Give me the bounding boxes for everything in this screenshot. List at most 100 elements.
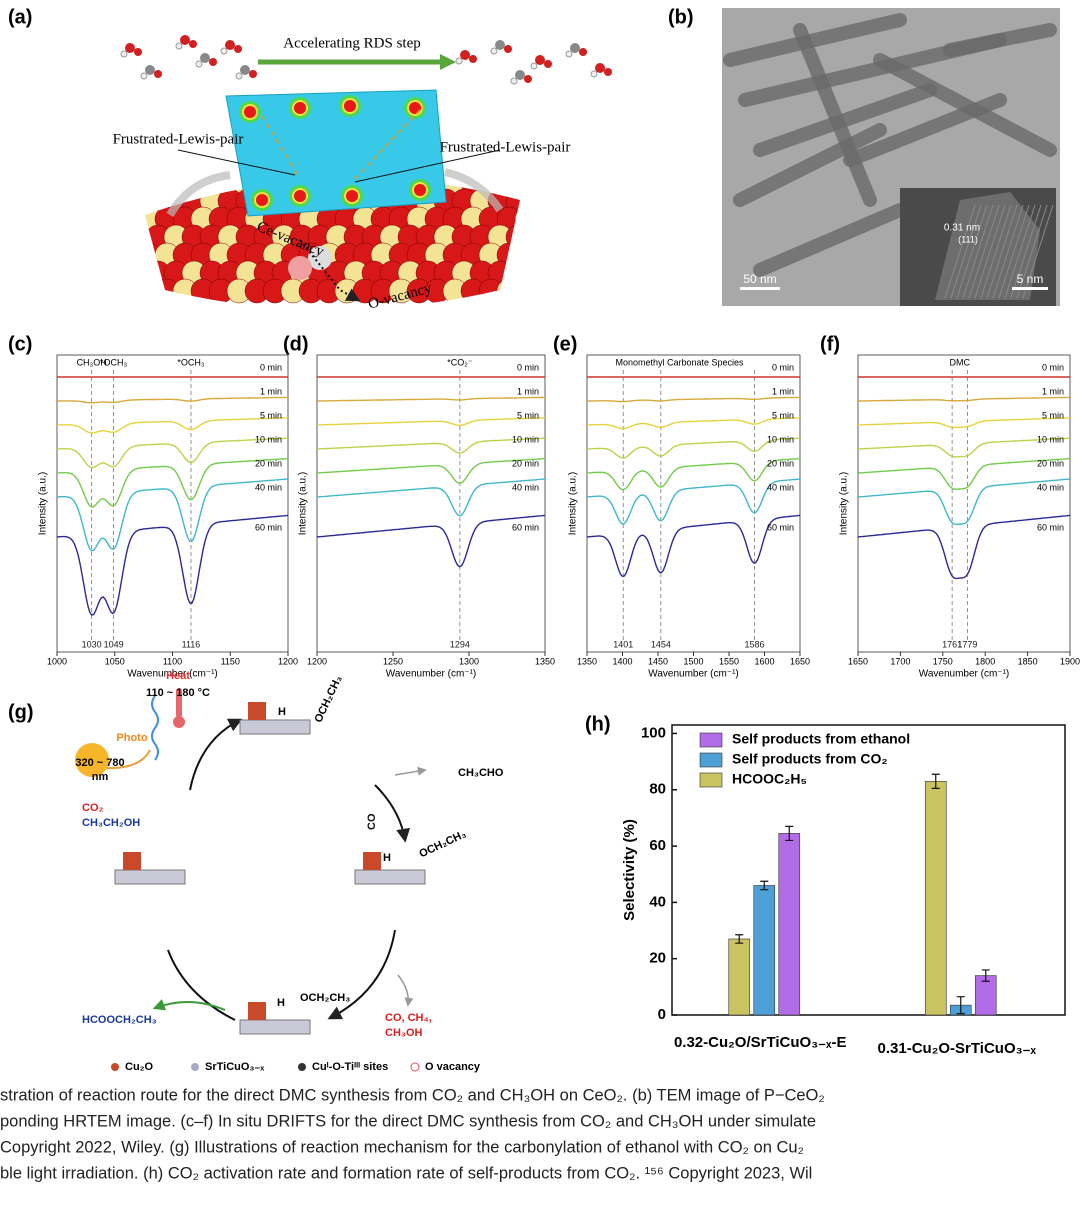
legend-label: O vacancy bbox=[425, 1061, 481, 1073]
label: OCH₂CH₃ bbox=[300, 992, 350, 1004]
flp-site bbox=[292, 100, 308, 116]
slab-top bbox=[248, 702, 266, 720]
time-label: 60 min bbox=[1037, 522, 1064, 532]
label: 110 ~ 180 °C bbox=[146, 687, 210, 699]
tem-image bbox=[722, 8, 1060, 306]
spectrum-curve bbox=[56, 437, 289, 469]
nanorod bbox=[753, 83, 937, 157]
molecule-atom bbox=[604, 68, 612, 76]
spectrum-curve bbox=[586, 478, 801, 525]
x-tick-label: 1450 bbox=[648, 656, 668, 666]
time-label: 40 min bbox=[255, 482, 282, 492]
scheme-a-art bbox=[120, 35, 612, 304]
legend-label: Cuᴵ-O-Tiᴵᴵᴵ sites bbox=[312, 1061, 388, 1073]
slab bbox=[114, 869, 186, 885]
spectrum-curve bbox=[857, 417, 1071, 429]
x-tick-label: 1650 bbox=[790, 656, 810, 666]
molecule-atom bbox=[120, 50, 128, 58]
scale-label: 50 nm bbox=[743, 272, 776, 286]
atom bbox=[145, 188, 153, 214]
y-axis-label: Intensity (a.u.) bbox=[298, 472, 309, 535]
time-label: 5 min bbox=[1042, 410, 1064, 420]
time-label: 60 min bbox=[767, 522, 794, 532]
lattice-fringe bbox=[956, 204, 988, 299]
y-tick-label: 80 bbox=[649, 781, 666, 798]
flp-site bbox=[407, 100, 423, 116]
legend-label: Self products from ethanol bbox=[732, 731, 910, 747]
molecule-atom bbox=[175, 42, 183, 50]
label: OCH₂CH₃ bbox=[312, 674, 344, 725]
lattice-fringe bbox=[998, 204, 1030, 299]
molecule-atom bbox=[469, 55, 477, 63]
spectrum-curve bbox=[586, 457, 801, 491]
x-tick-label: 1650 bbox=[848, 656, 868, 666]
x-tick-label: 1300 bbox=[459, 656, 479, 666]
peak-label: 1779 bbox=[957, 639, 977, 649]
peak-label: 1401 bbox=[613, 639, 633, 649]
molecule-atom bbox=[195, 60, 203, 68]
caption-line: ble light irradiation. (h) CO₂ activatio… bbox=[0, 1164, 812, 1182]
x-tick-label: 1900 bbox=[1060, 656, 1080, 666]
molecule-atom bbox=[570, 43, 580, 53]
molecule-atom bbox=[240, 65, 250, 75]
atom bbox=[496, 278, 520, 304]
y-tick-label: 60 bbox=[649, 837, 666, 854]
x-tick-label: 1750 bbox=[933, 656, 953, 666]
legend-icon bbox=[298, 1063, 306, 1071]
atom bbox=[128, 153, 152, 177]
flp-site bbox=[242, 104, 258, 120]
spectrum-curve bbox=[857, 457, 1071, 490]
scale-label: 5 nm bbox=[1017, 272, 1044, 286]
spectrum-curve bbox=[586, 437, 801, 459]
x-tick-label: 1100 bbox=[163, 656, 182, 666]
legend-icon bbox=[410, 1062, 420, 1072]
x-tick-label: 1550 bbox=[719, 656, 739, 666]
scale-label: 0.31 nm bbox=[944, 223, 980, 234]
legend-icon bbox=[111, 1063, 119, 1071]
molecule-atom bbox=[220, 47, 228, 55]
legend-label: HCOOC₂H₅ bbox=[732, 771, 807, 787]
x-tick-label: 0.32-Cu₂O/SrTiCuO₃₋ₓ-E bbox=[674, 1034, 847, 1051]
y-axis-label: Intensity (a.u.) bbox=[568, 472, 579, 535]
spectrum-curve bbox=[317, 396, 545, 402]
lattice-fringe bbox=[992, 204, 1024, 299]
atom bbox=[514, 278, 520, 304]
lattice-fringe bbox=[1010, 204, 1042, 299]
peak-name: DMC bbox=[950, 357, 971, 367]
x-tick-label: 1500 bbox=[683, 656, 703, 666]
peak-label: 1586 bbox=[745, 639, 765, 649]
time-label: 40 min bbox=[1037, 482, 1064, 492]
molecule-atom bbox=[495, 40, 505, 50]
lattice-fringe bbox=[1004, 204, 1036, 299]
molecule-atom bbox=[595, 63, 605, 73]
spectrum-curve bbox=[316, 478, 546, 517]
molecule-atom bbox=[140, 72, 148, 80]
lattice-fringe bbox=[986, 204, 1018, 299]
atom bbox=[514, 178, 520, 196]
bar bbox=[753, 885, 776, 1016]
time-label: 5 min bbox=[517, 410, 539, 420]
x-axis-label: Wavenumber (cm⁻¹) bbox=[648, 669, 738, 680]
x-tick-label: 1150 bbox=[221, 656, 240, 666]
spectrum-curve bbox=[316, 514, 546, 568]
atom bbox=[182, 153, 206, 177]
x-tick-label: 1800 bbox=[975, 656, 995, 666]
atom bbox=[506, 153, 530, 177]
molecule-atom bbox=[535, 55, 545, 65]
peak-name: *OCH₃ bbox=[100, 357, 128, 367]
atom bbox=[478, 278, 504, 304]
label: nm bbox=[92, 771, 109, 783]
time-label: 10 min bbox=[255, 434, 282, 444]
nanorod bbox=[873, 53, 1057, 157]
error-bar bbox=[931, 773, 940, 789]
molecule-atom bbox=[579, 48, 587, 56]
molecule-atom bbox=[460, 50, 470, 60]
molecule-atom bbox=[510, 77, 518, 85]
peak-name: Monomethyl Carbonate Species bbox=[615, 357, 744, 367]
flp-site bbox=[342, 98, 358, 114]
time-label: 20 min bbox=[767, 458, 794, 468]
peak-name: *CO₂⁻ bbox=[447, 357, 472, 367]
error-bar bbox=[735, 934, 744, 944]
time-label: 10 min bbox=[512, 434, 539, 444]
